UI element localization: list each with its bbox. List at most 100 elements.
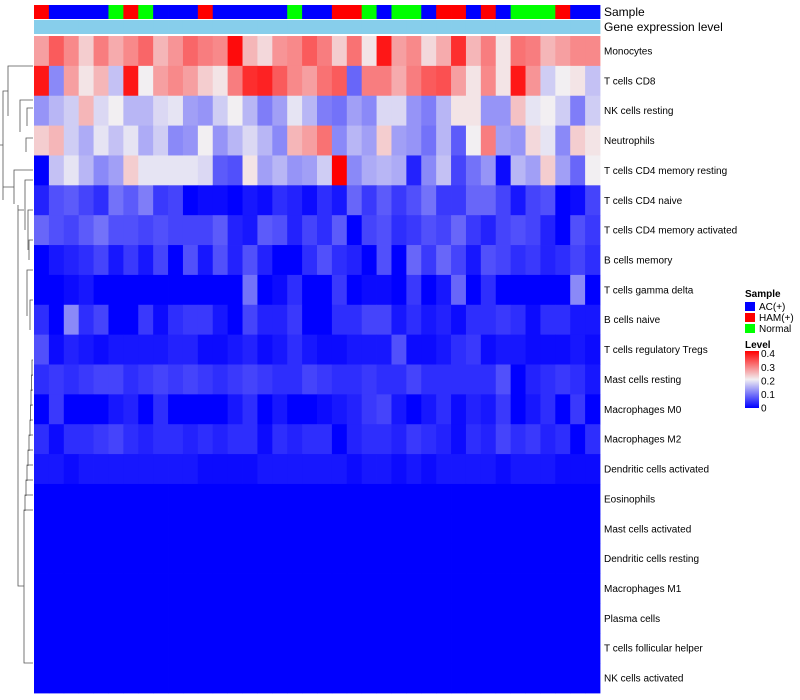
heatmap-cell <box>272 274 288 306</box>
heatmap-cell <box>227 394 243 425</box>
heatmap-cell <box>331 65 348 97</box>
heatmap-cell <box>555 36 571 67</box>
heatmap-cell <box>257 215 273 246</box>
heatmap-cell <box>78 394 94 425</box>
heatmap-cell <box>138 245 154 276</box>
heatmap-cell <box>34 603 50 634</box>
heatmap-cell <box>421 513 437 545</box>
heatmap-cell <box>123 394 139 425</box>
heatmap-cell <box>257 663 273 694</box>
gene-expression-cell <box>138 20 154 34</box>
heatmap-cell <box>197 36 214 67</box>
heatmap-cell <box>123 513 139 545</box>
heatmap-cell <box>391 364 407 395</box>
heatmap-cell <box>570 185 586 216</box>
heatmap-cell <box>331 274 348 306</box>
heatmap-cell <box>570 513 586 545</box>
heatmap-cell <box>48 185 65 216</box>
heatmap-cell <box>242 483 258 515</box>
row-label: Macrophages M0 <box>604 405 682 416</box>
heatmap-cell <box>331 603 348 634</box>
heatmap-cell <box>302 394 318 425</box>
row-label: T cells regulatory Tregs <box>604 345 708 356</box>
sample-cell <box>287 5 303 19</box>
heatmap-cell <box>317 274 333 306</box>
heatmap-cell <box>436 245 452 276</box>
heatmap-cell <box>540 334 556 365</box>
heatmap-cell <box>108 65 124 97</box>
heatmap-cell <box>436 274 452 306</box>
heatmap-cell <box>570 245 586 276</box>
heatmap-cell <box>406 603 422 634</box>
legend-swatch-ham <box>745 313 755 322</box>
sample-cell <box>78 5 94 19</box>
sample-cell <box>242 5 258 19</box>
heatmap-cell <box>376 185 392 216</box>
heatmap-cell <box>510 125 526 156</box>
heatmap-cell <box>480 95 497 126</box>
heatmap-cell <box>317 334 333 365</box>
heatmap-cell <box>555 155 571 186</box>
heatmap-cell <box>421 633 437 664</box>
heatmap-cell <box>108 185 124 216</box>
heatmap-cell <box>63 424 80 455</box>
heatmap-cell <box>34 95 50 126</box>
gene-expression-cell <box>465 20 482 34</box>
heatmap-cell <box>168 663 184 694</box>
heatmap-cell <box>540 185 556 216</box>
heatmap-cell <box>361 185 377 216</box>
heatmap-cell <box>525 663 541 694</box>
gene-expression-cell <box>123 20 139 34</box>
heatmap-cell <box>272 603 288 634</box>
heatmap-cell <box>212 36 229 67</box>
heatmap-cell <box>465 334 482 365</box>
heatmap-cell <box>257 483 273 515</box>
heatmap-cell <box>168 543 184 574</box>
heatmap-cell <box>242 65 258 97</box>
heatmap-cell <box>480 245 497 276</box>
heatmap-cell <box>272 215 288 246</box>
heatmap-cell <box>317 185 333 216</box>
heatmap-cell <box>451 633 467 664</box>
heatmap-cell <box>346 663 363 694</box>
gene-expression-cell <box>108 20 124 34</box>
heatmap-cell <box>287 304 303 336</box>
heatmap-cell <box>287 513 303 545</box>
heatmap-cell <box>480 36 497 67</box>
heatmap-cell <box>242 274 258 306</box>
heatmap-cell <box>317 95 333 126</box>
heatmap-cell <box>421 215 437 246</box>
row-label: B cells naive <box>604 315 661 326</box>
heatmap-cell <box>153 36 169 67</box>
heatmap-cell <box>510 304 526 336</box>
heatmap-cell <box>451 334 467 365</box>
heatmap-cell <box>346 603 363 634</box>
heatmap-cell <box>257 185 273 216</box>
heatmap-cell <box>555 513 571 545</box>
heatmap-cell <box>48 65 65 97</box>
heatmap-cell <box>480 424 497 455</box>
heatmap-cell <box>272 543 288 574</box>
gene-expression-cell <box>361 20 377 34</box>
heatmap-cell <box>212 215 229 246</box>
heatmap-cell <box>391 483 407 515</box>
heatmap-cell <box>436 424 452 455</box>
heatmap-cell <box>555 394 571 425</box>
heatmap-cell <box>108 663 124 694</box>
heatmap-cell <box>168 95 184 126</box>
heatmap-cell <box>153 125 169 156</box>
heatmap-cell <box>242 633 258 664</box>
heatmap-cell <box>182 633 199 664</box>
heatmap-cell <box>361 245 377 276</box>
heatmap-cell <box>495 454 512 485</box>
sample-legend: Sample AC(+) HAM(+) Normal <box>745 289 794 335</box>
heatmap-cell <box>346 274 363 306</box>
heatmap-cell <box>78 95 94 126</box>
heatmap-cell <box>451 424 467 455</box>
heatmap-cell <box>242 185 258 216</box>
heatmap-cell <box>480 274 497 306</box>
heatmap-cell <box>123 543 139 574</box>
heatmap-cell <box>168 424 184 455</box>
heatmap-cell <box>555 334 571 365</box>
heatmap-cell <box>63 483 80 515</box>
